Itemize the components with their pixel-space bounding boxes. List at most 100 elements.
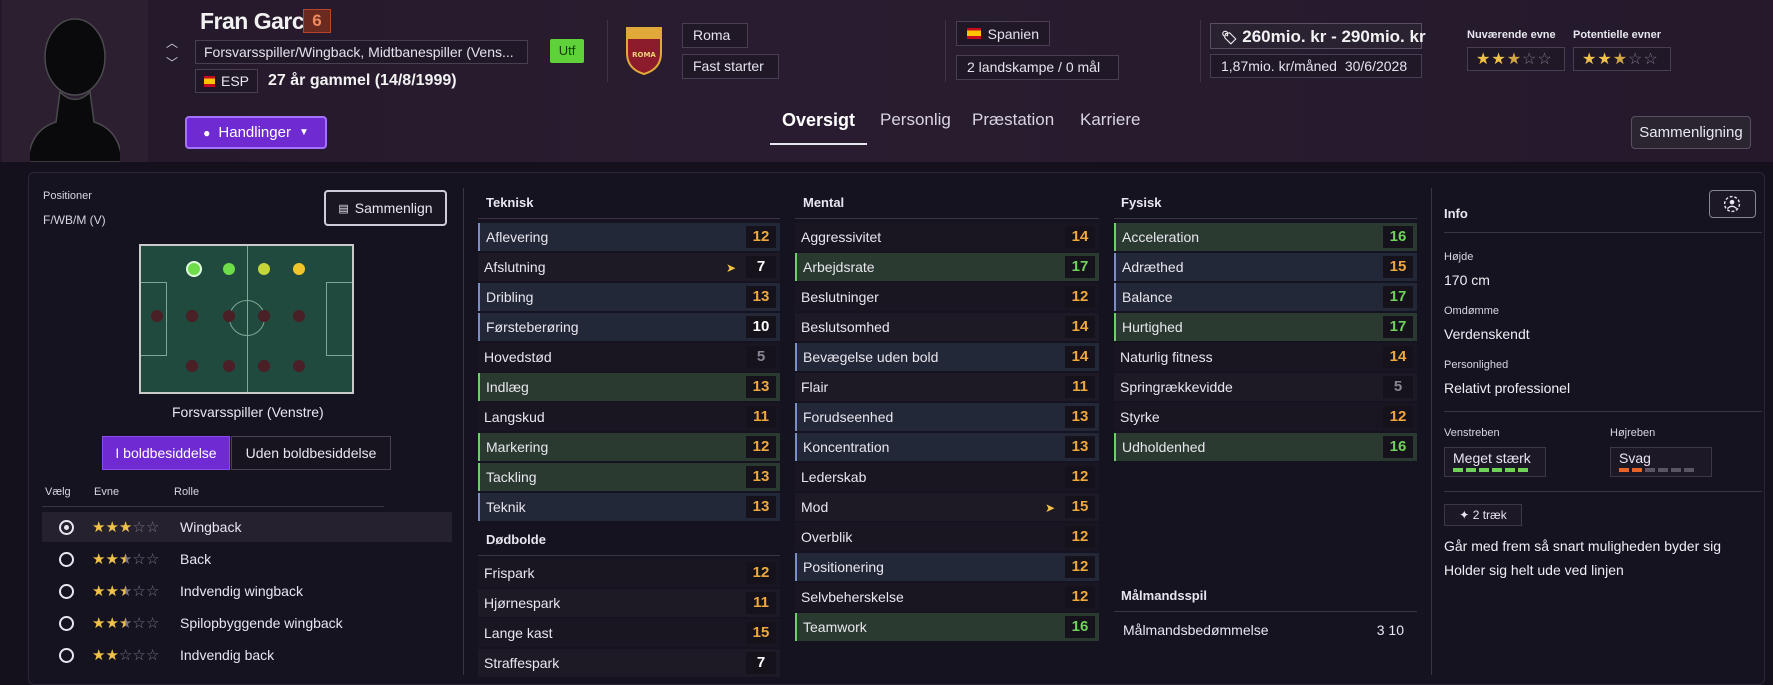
attribute-row[interactable]: Arbejdsrate 17 [795, 253, 1099, 281]
attribute-name: Lange kast [484, 625, 553, 641]
attribute-row[interactable]: Flair 11 [795, 373, 1099, 401]
position-dot-unplayable[interactable] [223, 310, 235, 322]
info-settings-button[interactable] [1709, 190, 1756, 218]
attribute-row[interactable]: Hurtighed 17 [1114, 313, 1417, 341]
attribute-row[interactable]: Springrækkevidde 5 [1114, 373, 1417, 401]
attribute-name: Frispark [484, 565, 535, 581]
attribute-row[interactable]: Aggressivitet 14 [795, 223, 1099, 251]
position-dot-competent[interactable] [293, 263, 305, 275]
attribute-row[interactable]: Tackling 13 [478, 463, 780, 491]
attribute-row[interactable]: Balance 17 [1114, 283, 1417, 311]
position-dot-unplayable[interactable] [258, 310, 270, 322]
attribute-row[interactable]: Frispark 12 [478, 559, 780, 587]
attribute-row[interactable]: Styrke 12 [1114, 403, 1417, 431]
chevron-down-icon[interactable]: ﹀ [165, 56, 178, 70]
nationality-badge[interactable]: ESP [195, 69, 258, 93]
attribute-value: 12 [1065, 466, 1095, 488]
tab-overview[interactable]: Oversigt [782, 110, 856, 130]
attribute-row[interactable]: Beslutninger 12 [795, 283, 1099, 311]
role-ability-stars: ★★★☆☆ [92, 583, 160, 600]
club-crest-icon[interactable]: ROMA [624, 25, 664, 75]
attribute-row[interactable]: Straffespark 7 [478, 649, 780, 677]
attribute-row[interactable]: Lederskab 12 [795, 463, 1099, 491]
toggle-out-of-possession[interactable]: Uden boldbesiddelse [231, 436, 391, 470]
position-dot-natural[interactable] [186, 261, 202, 277]
attribute-row[interactable]: Beslutsomhed 14 [795, 313, 1099, 341]
left-foot-rating: Meget stærk [1444, 447, 1546, 477]
actions-button[interactable]: ● Handlinger ▼ [185, 116, 327, 149]
attribute-row[interactable]: Hjørnespark 11 [478, 589, 780, 617]
club-name-field[interactable]: Roma [682, 23, 748, 48]
role-radio[interactable] [59, 551, 74, 567]
attribute-name: Hurtighed [1122, 319, 1183, 335]
selected-position-name: Forsvarsspiller (Venstre) [172, 404, 324, 420]
role-row[interactable]: ★★☆☆☆ Indvendig back [42, 640, 452, 670]
attribute-row[interactable]: Selvbeherskelse 12 [795, 583, 1099, 611]
role-name: Back [180, 551, 212, 567]
attribute-row[interactable]: Lange kast 15 [478, 619, 780, 647]
role-radio[interactable] [59, 615, 74, 631]
attribute-row[interactable]: Aflevering 12 [478, 223, 780, 251]
position-dot-unplayable[interactable] [293, 310, 305, 322]
attribute-row[interactable]: Markering 12 [478, 433, 780, 461]
role-row[interactable]: ★★★☆☆ Back [42, 544, 452, 574]
role-row[interactable]: ★★★☆☆ Wingback [42, 512, 452, 542]
attribute-row[interactable]: Positionering 12 [795, 553, 1099, 581]
toggle-in-possession[interactable]: I boldbesiddelse [102, 436, 230, 470]
attribute-name: Acceleration [1122, 229, 1200, 245]
role-row[interactable]: ★★★☆☆ Spilopbyggende wingback [42, 608, 452, 638]
left-foot-bar [1453, 468, 1537, 472]
position-dot-competent[interactable] [258, 263, 270, 275]
attribute-row[interactable]: Koncentration 13 [795, 433, 1099, 461]
role-name: Spilopbyggende wingback [180, 615, 343, 631]
attribute-row[interactable]: Indlæg 13 [478, 373, 780, 401]
attribute-row[interactable]: Teknik 13 [478, 493, 780, 521]
tab-career[interactable]: Karriere [1080, 110, 1141, 129]
attribute-row[interactable]: Acceleration 16 [1114, 223, 1417, 251]
attribute-name: Positionering [803, 559, 884, 575]
compare-button[interactable]: Sammenligning [1631, 116, 1751, 149]
attribute-row[interactable]: Mod ➤ 15 [795, 493, 1099, 521]
status-badge[interactable]: Utf [550, 39, 584, 63]
attribute-row[interactable]: Forudseenhed 13 [795, 403, 1099, 431]
attribute-row[interactable]: Naturlig fitness 14 [1114, 343, 1417, 371]
attribute-row[interactable]: Førsteberøring 10 [478, 313, 780, 341]
attribute-name: Markering [486, 439, 549, 455]
wage-field: 1,87mio. kr/måned 30/6/2028 [1210, 54, 1422, 78]
tab-personal[interactable]: Personlig [880, 110, 951, 129]
attribute-row[interactable]: Dribling 13 [478, 283, 780, 311]
role-radio[interactable] [59, 583, 74, 599]
position-dot-unplayable[interactable] [186, 310, 198, 322]
traits-badge[interactable]: ✦ 2 træk [1444, 504, 1522, 526]
compare-positions-button[interactable]: ▤ Sammenlign [324, 190, 447, 226]
attribute-name: Hovedstød [484, 349, 552, 365]
role-name: Indvendig wingback [180, 583, 303, 599]
person-network-icon [1723, 195, 1741, 213]
position-dot-unplayable[interactable] [258, 360, 270, 372]
country-field[interactable]: Spanien [956, 21, 1050, 46]
attribute-row[interactable]: Bevægelse uden bold 14 [795, 343, 1099, 371]
divider [478, 555, 780, 556]
attribute-row[interactable]: Langskud 11 [478, 403, 780, 431]
roles-header-ability: Evne [94, 486, 120, 498]
role-radio[interactable] [59, 647, 74, 663]
player-nav-arrows[interactable]: ︿ ﹀ [165, 33, 179, 73]
position-dot-accomplished[interactable] [223, 263, 235, 275]
attribute-value: 14 [1383, 346, 1413, 368]
attribute-row[interactable]: Udholdenhed 16 [1114, 433, 1417, 461]
position-dot-unplayable[interactable] [186, 360, 198, 372]
attribute-row[interactable]: Overblik 12 [795, 523, 1099, 551]
tab-performance[interactable]: Præstation [972, 110, 1055, 129]
role-radio[interactable] [59, 519, 74, 535]
position-dot-unplayable[interactable] [223, 360, 235, 372]
attribute-value: 11 [1065, 376, 1095, 398]
attribute-row[interactable]: Teamwork 16 [795, 613, 1099, 641]
attribute-row[interactable]: Adræthed 15 [1114, 253, 1417, 281]
attribute-row[interactable]: Hovedstød 5 [478, 343, 780, 371]
position-dot-unplayable[interactable] [151, 310, 163, 322]
chevron-up-icon[interactable]: ︿ [165, 36, 178, 50]
role-row[interactable]: ★★★☆☆ Indvendig wingback [42, 576, 452, 606]
position-dot-unplayable[interactable] [293, 360, 305, 372]
attribute-row[interactable]: Afslutning ➤ 7 [478, 253, 780, 281]
roles-header-select: Vælg [45, 486, 71, 498]
